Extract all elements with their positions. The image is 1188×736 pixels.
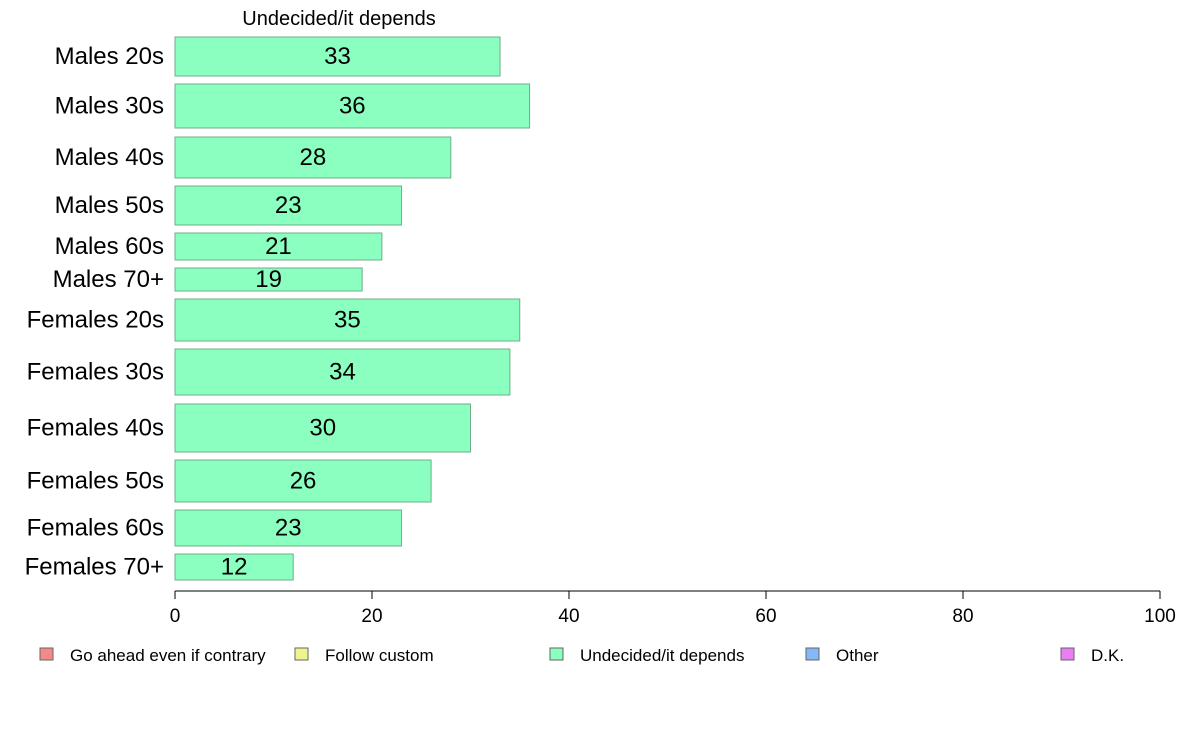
bar-value-label: 21 [265,233,292,260]
bar [174,232,383,261]
category-label: Females 70+ [25,554,164,581]
legend-label: Undecided/it depends [580,646,744,665]
bar [174,185,403,226]
bar [174,136,452,179]
legend-label: D.K. [1091,646,1124,665]
category-labels: Males 20s Males 30s Males 40s Males 50s Male… [25,43,164,581]
bar-value-label: 30 [309,415,336,442]
category-label: Males 60s [55,233,164,260]
category-label: Females 30s [27,359,164,386]
x-axis: 0 20 40 60 80 100 [170,590,1176,627]
legend-swatch [1060,647,1075,661]
category-label: Females 20s [27,307,164,334]
category-label: Females 60s [27,515,164,542]
legend-swatch [294,647,309,661]
bar-value-label: 28 [300,144,327,171]
bar-value-label: 26 [290,468,317,495]
category-label: Females 40s [27,415,164,442]
x-tick-label: 60 [755,606,776,627]
category-label: Males 40s [55,144,164,171]
bar-value-label: 19 [255,266,282,293]
bar [174,36,501,77]
bar [174,267,363,292]
legend-swatch [549,647,564,661]
bar-value-label: 23 [275,192,302,219]
bars-group [174,36,531,581]
bar-value-label: 33 [324,43,351,70]
x-tick-label: 100 [1144,606,1176,627]
bar-value-label: 12 [221,554,248,581]
bar [174,459,432,503]
x-tick-label: 40 [558,606,579,627]
legend: Go ahead even if contrary Follow custom Un… [39,646,1124,665]
bar-value-label: 35 [334,307,361,334]
category-label: Males 70+ [53,266,164,293]
value-labels: 33 36 28 23 21 19 35 34 30 26 23 12 [221,43,366,581]
category-label: Males 20s [55,43,164,70]
chart-title: Undecided/it depends [242,8,435,30]
bar [174,83,531,129]
category-label: Females 50s [27,468,164,495]
x-tick-label: 20 [361,606,382,627]
bar [174,298,521,342]
bar-value-label: 34 [329,359,356,386]
legend-label: Other [836,646,879,665]
bar-value-label: 23 [275,515,302,542]
x-tick-label: 80 [952,606,973,627]
bar [174,553,294,581]
bar-value-label: 36 [339,93,366,120]
category-label: Males 30s [55,93,164,120]
x-tick-label: 0 [170,606,181,627]
legend-swatch [39,647,54,661]
legend-label: Follow custom [325,646,434,665]
legend-label: Go ahead even if contrary [70,646,266,665]
bar [174,348,511,396]
bar [174,509,403,547]
legend-swatch [805,647,820,661]
bar [174,403,471,453]
category-label: Males 50s [55,192,164,219]
